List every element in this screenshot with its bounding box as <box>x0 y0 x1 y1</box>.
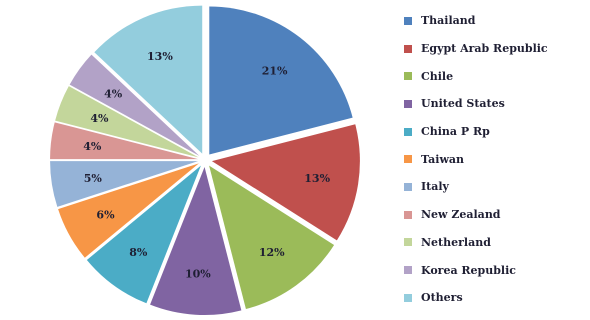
legend-swatch <box>404 266 412 275</box>
legend-label: Italy <box>421 180 449 194</box>
legend-swatch <box>404 210 412 219</box>
pie-slice-6 <box>50 161 199 207</box>
slice-value-label: 10% <box>185 267 211 280</box>
legend-item: United States <box>404 90 548 118</box>
legend-swatch <box>404 99 412 108</box>
legend: Thailand Egypt Arab Republic Chile United S… <box>404 7 548 312</box>
legend-label: Chile <box>421 69 454 83</box>
pie-slice-1 <box>211 124 360 241</box>
legend-item: Netherland <box>404 229 548 257</box>
legend-label: Taiwan <box>421 152 465 166</box>
legend-swatch <box>404 127 412 136</box>
legend-swatch <box>404 44 412 53</box>
pie-slice-3 <box>150 166 242 315</box>
slice-value-label: 13% <box>147 50 173 63</box>
legend-label: United States <box>421 97 505 111</box>
legend-label: Others <box>421 291 463 305</box>
legend-swatch <box>404 293 412 302</box>
legend-label: Korea Republic <box>421 263 516 277</box>
legend-item: China P Rp <box>404 118 548 146</box>
legend-swatch <box>404 155 412 164</box>
legend-swatch <box>404 238 412 247</box>
legend-label: China P Rp <box>421 125 490 139</box>
legend-swatch <box>404 72 412 81</box>
legend-label: New Zealand <box>421 208 501 222</box>
legend-label: Netherland <box>421 235 491 249</box>
legend-item: New Zealand <box>404 201 548 229</box>
slice-value-label: 13% <box>304 172 330 185</box>
pie-slice-0 <box>209 6 353 155</box>
legend-item: Egypt Arab Republic <box>404 35 548 63</box>
legend-item: Others <box>404 284 548 312</box>
pie-slice-7 <box>50 122 199 160</box>
pie-slice-9 <box>69 54 200 156</box>
slice-value-label: 4% <box>104 87 123 100</box>
legend-swatch <box>404 182 412 191</box>
legend-item: Chile <box>404 62 548 90</box>
slice-value-label: 21% <box>262 64 288 77</box>
legend-item: Thailand <box>404 7 548 35</box>
legend-label: Thailand <box>421 14 476 28</box>
slice-value-label: 4% <box>83 140 102 153</box>
pie-slice-4 <box>86 165 201 304</box>
pie-slice-5 <box>58 163 199 258</box>
pie-slice-2 <box>209 165 335 310</box>
legend-swatch <box>404 16 412 25</box>
slice-value-label: 4% <box>90 112 109 125</box>
legend-item: Taiwan <box>404 145 548 173</box>
slice-value-label: 8% <box>129 246 148 259</box>
slice-value-label: 5% <box>84 172 103 185</box>
pie-slice-8 <box>55 86 199 158</box>
pie-slice-10 <box>94 5 203 154</box>
legend-item: Korea Republic <box>404 256 548 284</box>
slice-value-label: 12% <box>259 246 285 259</box>
legend-item: Italy <box>404 173 548 201</box>
slice-value-label: 6% <box>96 209 115 222</box>
legend-label: Egypt Arab Republic <box>421 42 548 56</box>
